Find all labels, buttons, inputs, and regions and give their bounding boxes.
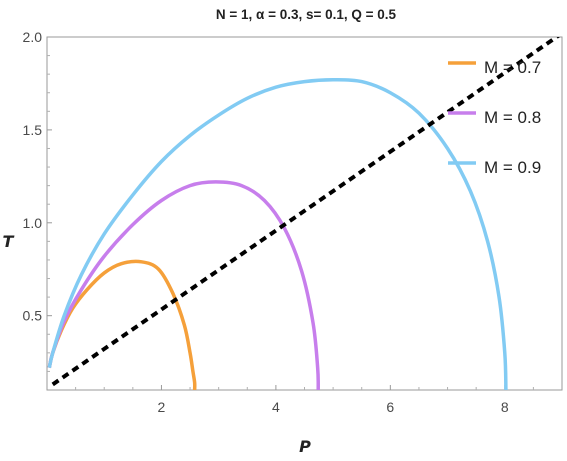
x-axis-label: P	[299, 437, 311, 456]
legend: M = 0.7 M = 0.8 M = 0.9	[448, 58, 541, 177]
y-tick-label: 1.0	[23, 215, 43, 231]
x-tick-label: 6	[386, 399, 394, 415]
dashed-reference-line	[51, 37, 561, 387]
x-axis-ticks: 2 4 6 8	[75, 385, 534, 415]
series-line-1	[47, 180, 320, 390]
x-tick-label: 4	[272, 399, 280, 415]
x-tick-label: 2	[158, 399, 166, 415]
legend-label: M = 0.9	[484, 158, 541, 177]
chart-title: N = 1, α = 0.3, s= 0.1, Q = 0.5	[216, 7, 397, 22]
y-tick-label: 0.5	[23, 308, 43, 324]
legend-label: M = 0.7	[484, 58, 541, 77]
x-tick-label: 8	[501, 399, 509, 415]
legend-label: M = 0.8	[484, 108, 541, 127]
y-tick-label: 2.0	[23, 29, 43, 45]
y-axis-label: T	[3, 232, 15, 251]
series-layer	[47, 37, 561, 390]
y-axis-ticks: 0.5 1.0 1.5 2.0	[23, 29, 52, 372]
series-line-2	[47, 77, 508, 390]
series-line-0	[47, 259, 197, 390]
y-tick-label: 1.5	[23, 122, 43, 138]
